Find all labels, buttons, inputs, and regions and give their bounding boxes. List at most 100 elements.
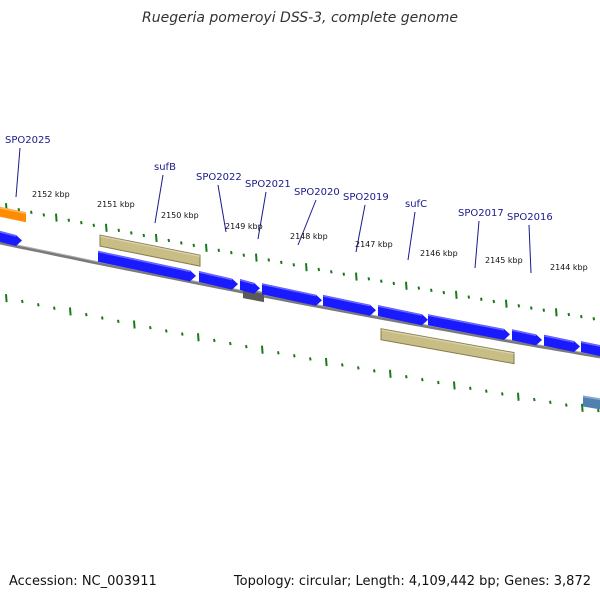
inner-minor-tick bbox=[245, 344, 248, 349]
outer-minor-tick bbox=[192, 243, 196, 248]
outer-major-tick bbox=[105, 223, 108, 232]
inner-minor-tick bbox=[85, 313, 88, 317]
cds-arrow-1-shine bbox=[97, 250, 191, 273]
outer-minor-tick bbox=[330, 270, 333, 274]
gene-label-SPO2020: SPO2020 bbox=[294, 187, 340, 198]
outer-minor-tick bbox=[17, 208, 21, 212]
inner-major-tick bbox=[5, 294, 8, 303]
tick-label: 2152 kbp bbox=[32, 190, 70, 199]
cds-arrow-7 bbox=[428, 314, 510, 340]
inner-minor-tick bbox=[309, 357, 312, 361]
callout-line-SPO2022 bbox=[217, 184, 227, 233]
gene-label-SPO2021: SPO2021 bbox=[245, 179, 291, 190]
sufC-khaki-feature-shine bbox=[380, 328, 515, 355]
gene-label-SPO2025: SPO2025 bbox=[5, 135, 51, 146]
accession-text: Accession: NC_003911 bbox=[9, 574, 157, 589]
outer-minor-tick bbox=[92, 223, 96, 227]
outer-minor-tick bbox=[480, 297, 483, 301]
callout-line-SPO2017 bbox=[474, 220, 480, 269]
outer-minor-tick bbox=[42, 213, 46, 217]
outer-minor-tick bbox=[380, 279, 383, 283]
inner-minor-tick bbox=[229, 341, 232, 346]
inner-minor-tick bbox=[53, 306, 56, 310]
inner-major-tick bbox=[69, 307, 72, 316]
tick-label: 2146 kbp bbox=[420, 249, 458, 258]
outer-major-tick bbox=[305, 263, 308, 272]
cds-arrow-3 bbox=[240, 279, 260, 294]
outer-minor-tick bbox=[442, 290, 446, 295]
outer-minor-tick bbox=[542, 308, 546, 312]
gene-label-SPO2019: SPO2019 bbox=[343, 192, 389, 203]
outer-minor-tick bbox=[80, 221, 83, 225]
cds-arrow-0-shine bbox=[0, 231, 17, 237]
outer-minor-tick bbox=[130, 231, 133, 235]
backbone-line bbox=[0, 241, 600, 359]
outer-minor-tick bbox=[242, 253, 246, 257]
outer-minor-tick bbox=[492, 299, 496, 304]
gene-label-SPO2017: SPO2017 bbox=[458, 208, 504, 219]
inner-minor-tick bbox=[341, 363, 344, 367]
callout-line-SPO2019 bbox=[355, 204, 366, 253]
cds-arrow-1 bbox=[98, 250, 196, 282]
cds-arrow-8 bbox=[512, 329, 542, 346]
tick-label: 2151 kbp bbox=[97, 200, 135, 209]
outer-minor-tick bbox=[567, 312, 571, 317]
inner-minor-tick bbox=[181, 332, 184, 336]
gene-label-SPO2022: SPO2022 bbox=[196, 172, 242, 183]
cds-arrow-8-shine bbox=[511, 329, 537, 337]
outer-minor-tick bbox=[167, 238, 171, 243]
sufB-khaki-feature-shine bbox=[99, 235, 201, 257]
steel-feature bbox=[583, 395, 600, 410]
inner-minor-tick bbox=[357, 366, 360, 370]
cds-arrow-2-shine bbox=[198, 271, 233, 281]
inner-tick-track bbox=[5, 294, 600, 413]
gene-label-sufC: sufC bbox=[405, 199, 427, 210]
orange-feature-shine bbox=[0, 207, 27, 215]
outer-minor-tick bbox=[367, 277, 371, 281]
callout-line-SPO2016 bbox=[528, 224, 532, 274]
cds-arrow-10-shine bbox=[580, 341, 600, 347]
outer-minor-tick bbox=[430, 288, 433, 292]
inner-major-tick bbox=[325, 357, 328, 366]
inner-minor-tick bbox=[469, 386, 472, 390]
inner-major-tick bbox=[517, 392, 520, 401]
outer-minor-tick bbox=[417, 286, 421, 290]
tick-labels: 2152 kbp 2151 kbp 2150 kbp 2149 kbp 2148 kbp… bbox=[32, 190, 588, 272]
inner-minor-tick bbox=[21, 299, 24, 304]
cds-arrow-6 bbox=[378, 305, 428, 326]
outer-major-tick bbox=[155, 233, 158, 242]
outer-minor-tick bbox=[180, 241, 183, 245]
outer-minor-tick bbox=[117, 228, 121, 233]
outer-major-tick bbox=[205, 243, 208, 252]
inner-minor-tick bbox=[533, 397, 536, 402]
cds-arrow-9-shine bbox=[543, 335, 575, 343]
inner-major-tick bbox=[197, 333, 200, 342]
inner-minor-tick bbox=[165, 329, 168, 333]
inner-minor-tick bbox=[149, 326, 152, 330]
cds-arrow-2 bbox=[199, 271, 238, 290]
inner-minor-tick bbox=[565, 403, 568, 407]
inner-minor-tick bbox=[485, 389, 488, 393]
inner-minor-tick bbox=[101, 316, 104, 320]
cds-arrow-3-shine bbox=[239, 279, 255, 285]
tick-label: 2147 kbp bbox=[355, 240, 393, 249]
cds-arrow-6-shine bbox=[377, 305, 423, 316]
callout-line-sufC bbox=[407, 211, 416, 261]
callout-line-SPO2025 bbox=[15, 147, 21, 198]
inner-major-tick bbox=[453, 381, 456, 390]
gene-label-SPO2016: SPO2016 bbox=[507, 212, 553, 223]
callout-line-SPO2021 bbox=[257, 191, 267, 240]
tick-label: 2145 kbp bbox=[485, 256, 523, 265]
tick-label: 2144 kbp bbox=[550, 263, 588, 272]
outer-minor-tick bbox=[280, 260, 283, 265]
tick-label: 2150 kbp bbox=[161, 211, 199, 220]
orange-feature bbox=[0, 206, 26, 223]
outer-minor-tick bbox=[67, 218, 71, 222]
outer-minor-tick bbox=[467, 295, 471, 299]
tick-label: 2149 kbp bbox=[225, 222, 263, 231]
outer-major-tick bbox=[405, 281, 408, 290]
sufB-khaki-feature bbox=[99, 234, 201, 267]
topology-text: Topology: circular; Length: 4,109,442 bp… bbox=[233, 574, 591, 589]
